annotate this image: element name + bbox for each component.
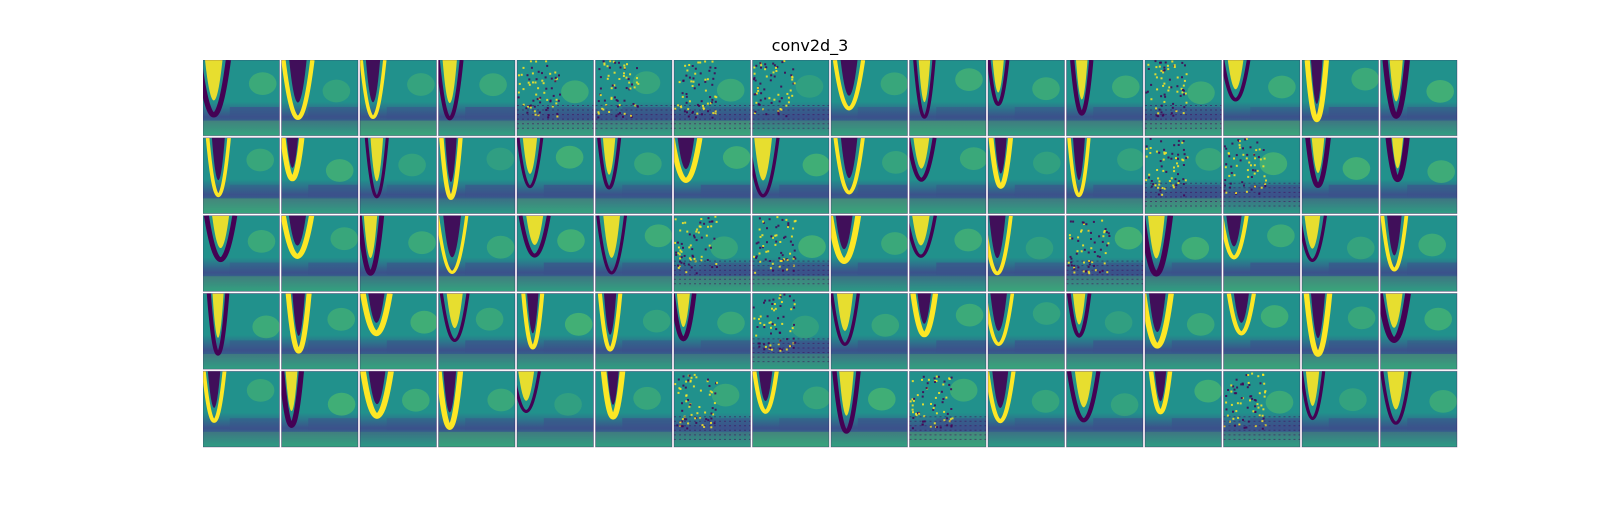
feature-map-tile bbox=[1066, 293, 1144, 370]
feature-map-tile bbox=[1144, 293, 1222, 370]
feature-map-tile bbox=[752, 137, 830, 214]
feature-map-tile bbox=[516, 293, 594, 370]
feature-map-tile bbox=[359, 215, 437, 292]
feature-map-tile bbox=[1380, 137, 1458, 214]
feature-map-tile bbox=[909, 215, 987, 292]
feature-map-tile bbox=[1144, 370, 1222, 448]
feature-map-tile bbox=[830, 60, 908, 137]
feature-map-tile bbox=[203, 137, 280, 214]
feature-map-tile bbox=[359, 293, 437, 370]
feature-map-tile bbox=[1144, 60, 1222, 137]
feature-map-tile bbox=[1066, 215, 1144, 292]
feature-map-tile bbox=[203, 215, 280, 292]
feature-map-tile bbox=[909, 293, 987, 370]
feature-map-tile bbox=[673, 293, 751, 370]
feature-map-tile bbox=[673, 370, 751, 448]
feature-map-tile bbox=[830, 293, 908, 370]
feature-map-tile bbox=[1301, 137, 1379, 214]
feature-map-tile bbox=[1380, 293, 1458, 370]
feature-map-tile bbox=[673, 215, 751, 292]
feature-map-tile bbox=[830, 370, 908, 448]
feature-map-tile bbox=[1301, 293, 1379, 370]
feature-map-tile bbox=[281, 293, 359, 370]
feature-map-tile bbox=[438, 137, 516, 214]
feature-map-tile bbox=[595, 293, 673, 370]
feature-map-tile bbox=[987, 215, 1065, 292]
feature-map-tile bbox=[359, 370, 437, 448]
feature-map-tile bbox=[359, 137, 437, 214]
feature-map-tile bbox=[516, 137, 594, 214]
figure-title: conv2d_3 bbox=[771, 36, 849, 55]
feature-map-tile bbox=[673, 60, 751, 137]
feature-map-tile bbox=[1144, 137, 1222, 214]
feature-map-tile bbox=[1301, 215, 1379, 292]
feature-map-tile bbox=[752, 293, 830, 370]
feature-map-tile bbox=[1144, 215, 1222, 292]
feature-map-tile bbox=[595, 370, 673, 448]
feature-map-tile bbox=[438, 215, 516, 292]
feature-map-tile bbox=[595, 60, 673, 137]
feature-map-tile bbox=[281, 60, 359, 137]
feature-map-tile bbox=[595, 137, 673, 214]
feature-map-tile bbox=[1380, 215, 1458, 292]
feature-map-tile bbox=[987, 293, 1065, 370]
feature-map-tile bbox=[1301, 60, 1379, 137]
feature-map-tile bbox=[1223, 137, 1301, 214]
feature-map-tile bbox=[1223, 215, 1301, 292]
feature-map-tile bbox=[752, 60, 830, 137]
feature-map-tile bbox=[281, 137, 359, 214]
feature-map-tile bbox=[438, 370, 516, 448]
feature-map-tile bbox=[281, 370, 359, 448]
feature-map-tile bbox=[1223, 293, 1301, 370]
feature-map-tile bbox=[830, 137, 908, 214]
feature-map-tile bbox=[673, 137, 751, 214]
feature-map-tile bbox=[987, 60, 1065, 137]
feature-map-tile bbox=[1066, 60, 1144, 137]
feature-map-tile bbox=[987, 137, 1065, 214]
feature-map-tile bbox=[909, 60, 987, 137]
feature-map-tile bbox=[516, 215, 594, 292]
feature-map-tile bbox=[1301, 370, 1379, 448]
feature-map-tile bbox=[203, 60, 280, 137]
feature-map-tile bbox=[752, 370, 830, 448]
feature-map-tile bbox=[1223, 370, 1301, 448]
feature-map-tile bbox=[1380, 370, 1458, 448]
feature-map-tile bbox=[516, 370, 594, 448]
feature-map-tile bbox=[203, 293, 280, 370]
feature-map-tile bbox=[1066, 370, 1144, 448]
feature-map-tile bbox=[830, 215, 908, 292]
feature-map-tile bbox=[752, 215, 830, 292]
feature-map-tile bbox=[909, 137, 987, 214]
feature-map-tile bbox=[281, 215, 359, 292]
feature-map-tile bbox=[438, 60, 516, 137]
feature-map-tile bbox=[595, 215, 673, 292]
feature-map-tile bbox=[359, 60, 437, 137]
feature-map-tile bbox=[1223, 60, 1301, 137]
feature-map-canvas bbox=[203, 60, 1458, 448]
feature-map-grid bbox=[203, 60, 1459, 449]
feature-map-tile bbox=[987, 370, 1065, 448]
feature-map-tile bbox=[909, 370, 987, 448]
feature-map-tile bbox=[1380, 60, 1458, 137]
feature-map-tile bbox=[1066, 137, 1144, 214]
feature-map-tile bbox=[516, 60, 594, 137]
feature-map-tile bbox=[203, 370, 280, 448]
feature-map-tile bbox=[438, 293, 516, 370]
